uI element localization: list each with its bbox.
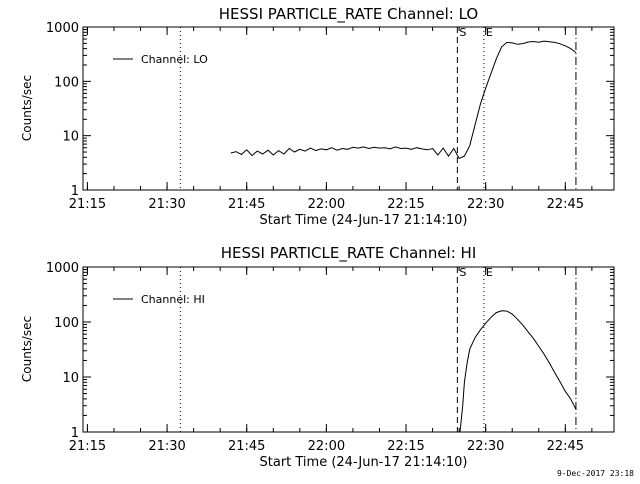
- panel-2-x-tick-label: 21:45: [228, 439, 265, 454]
- timestamp-footer: 9-Dec-2017 23:18: [556, 469, 634, 478]
- panel-2-x-axis-label: Start Time (24-Jun-17 21:14:10): [260, 455, 468, 470]
- panel-2-chart-title: HESSI PARTICLE_RATE Channel: HI: [221, 244, 477, 263]
- panel-1-marker-label: S: [459, 26, 466, 39]
- panel-2-x-tick-label: 22:30: [467, 439, 504, 454]
- panel-1-y-tick-label: 100: [54, 75, 79, 90]
- panel-1-y-tick-label: 1: [71, 184, 79, 199]
- panel-2-y-tick-label: 10: [62, 371, 79, 386]
- panel-2-marker-label: S: [459, 266, 466, 279]
- panel-2-plot-frame: [82, 266, 615, 433]
- panel-2-series-line-1: [459, 310, 577, 433]
- panel-2-y-tick-label: 1000: [46, 261, 79, 276]
- panel-1-marker-label: E: [486, 26, 493, 39]
- panel-2-legend-label: Channel: HI: [141, 293, 205, 306]
- panel-2-y-tick-label: 1: [71, 426, 79, 441]
- panel-1-y-tick-label: 10: [62, 130, 79, 145]
- panel-1-x-tick-label: 21:45: [228, 197, 265, 212]
- panel-1-series-line-1: [230, 40, 577, 160]
- panel-2-x-tick-label: 22:15: [387, 439, 424, 454]
- panel-1-y-axis-label: Counts/sec: [20, 75, 34, 141]
- panel-1-x-tick-label: 22:00: [308, 197, 345, 212]
- panel-1-chart-title: HESSI PARTICLE_RATE Channel: LO: [219, 5, 478, 24]
- panel-2-marker-label: E: [486, 266, 493, 279]
- panel-2-x-tick-label: 21:15: [69, 439, 106, 454]
- panel-1-x-tick-label: 22:15: [387, 197, 424, 212]
- panel-1-x-tick-label: 22:30: [467, 197, 504, 212]
- panel-1-x-axis-label: Start Time (24-Jun-17 21:14:10): [260, 213, 468, 228]
- panel-2-y-axis-label: Counts/sec: [20, 316, 34, 382]
- panel-2-x-tick-label: 22:00: [308, 439, 345, 454]
- panel-2-x-tick-label: 21:30: [148, 439, 185, 454]
- panel-1-x-tick-label: 21:15: [69, 197, 106, 212]
- panel-1-x-tick-label: 21:30: [148, 197, 185, 212]
- panel-1-x-tick-label: 22:45: [547, 197, 584, 212]
- panel-1-legend-label: Channel: LO: [141, 53, 208, 66]
- panel-2-x-tick-label: 22:45: [547, 439, 584, 454]
- panel-1-plot-frame: [82, 26, 615, 191]
- panel-2-y-tick-label: 100: [54, 316, 79, 331]
- panel-1-y-tick-label: 1000: [46, 21, 79, 36]
